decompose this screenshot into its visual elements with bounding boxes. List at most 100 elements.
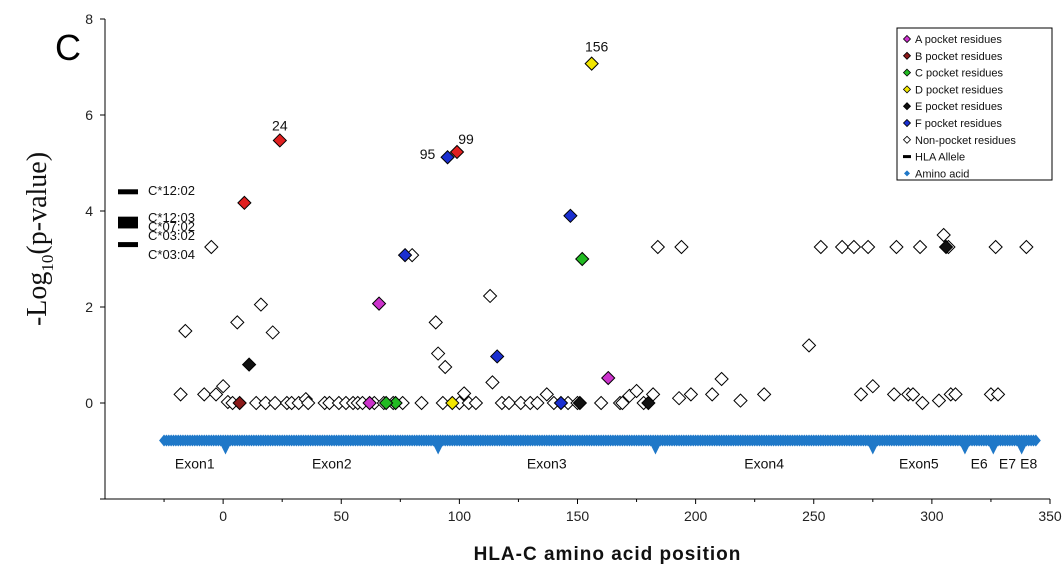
data-point — [414, 395, 429, 411]
data-point — [853, 387, 869, 402]
data-point — [204, 239, 219, 255]
hla-allele-mark — [118, 217, 138, 229]
panel-label: C — [55, 27, 81, 68]
data-point — [437, 359, 453, 375]
data-point — [378, 395, 394, 411]
data-point — [801, 338, 817, 353]
data-point — [948, 387, 963, 402]
data-point — [915, 395, 930, 411]
exon-boundary-marker — [957, 440, 972, 455]
exon-label: E7 — [999, 455, 1016, 471]
x-tick-label: 0 — [219, 508, 227, 524]
data-point — [886, 387, 902, 402]
hla-allele-label: C*03:04 — [148, 247, 195, 262]
data-point — [241, 357, 257, 372]
exon-boundary-marker — [986, 440, 1001, 455]
amino-acid-marker — [1030, 434, 1041, 447]
x-axis-label: HLA-C amino acid position — [474, 544, 742, 565]
legend-marker — [903, 155, 911, 159]
legend-marker — [902, 68, 912, 77]
exon-label: Exon2 — [312, 455, 352, 471]
y-tick-label: 2 — [85, 299, 93, 315]
exon-label: E6 — [971, 455, 988, 471]
data-point — [300, 395, 316, 411]
data-point — [173, 387, 188, 402]
data-point — [482, 288, 498, 304]
data-point — [237, 195, 252, 211]
hla-allele-label: C*12:02 — [148, 183, 195, 198]
data-point — [905, 387, 921, 402]
chart-text: HLA-C amino acid position -Log10(p-value)… — [22, 27, 1038, 565]
data-point — [215, 378, 231, 394]
exon-label: Exon4 — [744, 455, 784, 471]
data-point — [733, 393, 748, 408]
data-point — [931, 393, 947, 408]
data-point — [445, 395, 460, 411]
exon-boundary-marker — [648, 440, 663, 455]
data-point — [272, 133, 288, 148]
data-point — [253, 297, 269, 312]
legend-label: HLA Allele — [915, 152, 965, 164]
legend-marker — [902, 135, 912, 144]
hla-allele-label: C*03:02 — [148, 228, 195, 243]
legend-marker — [904, 170, 910, 177]
exon-boundary-marker — [1014, 440, 1029, 455]
point-annotation: 99 — [458, 131, 474, 147]
legend-label: E pocket residues — [915, 101, 1003, 113]
data-point — [265, 325, 280, 340]
legend-box — [896, 27, 1053, 181]
data-point — [674, 239, 689, 255]
data-point — [938, 239, 954, 255]
data-point — [440, 150, 455, 165]
data-point — [468, 395, 484, 411]
data-point — [714, 371, 729, 387]
x-tick-label: 250 — [802, 508, 826, 524]
legend-label: C pocket residues — [915, 68, 1004, 80]
data-point — [650, 239, 666, 255]
data-point — [513, 395, 529, 411]
data-point — [575, 251, 590, 267]
exon-boundary-marker — [865, 440, 880, 455]
x-tick-label: 100 — [448, 508, 472, 524]
data-point — [936, 227, 951, 243]
x-tick-label: 300 — [920, 508, 944, 524]
data-point — [362, 395, 377, 411]
data-point — [435, 395, 451, 411]
data-point — [322, 395, 337, 411]
y-tick-label: 6 — [85, 107, 93, 123]
amino-acid-bar — [159, 434, 1041, 455]
data-point — [615, 395, 630, 411]
exon-boundary-marker — [431, 440, 446, 455]
data-point — [230, 315, 245, 330]
x-tick-label: 50 — [333, 508, 349, 524]
data-point — [834, 239, 850, 255]
data-point — [258, 395, 273, 411]
point-annotation: 156 — [585, 39, 609, 55]
data-point — [371, 296, 387, 311]
data-point — [629, 383, 644, 399]
point-annotation: 24 — [272, 117, 288, 133]
data-points — [118, 56, 1034, 411]
data-point — [865, 378, 881, 394]
data-point — [593, 395, 609, 411]
data-point — [683, 387, 699, 402]
legend-label: B pocket residues — [915, 51, 1003, 63]
data-point — [178, 323, 193, 339]
data-point — [584, 56, 599, 71]
hla-allele-mark — [118, 242, 138, 248]
data-point — [756, 387, 772, 402]
data-point — [485, 375, 500, 390]
hla-allele-mark — [118, 189, 138, 195]
data-point — [388, 395, 403, 411]
y-tick-label: 8 — [85, 11, 93, 27]
data-point — [248, 395, 264, 411]
legend-marker — [902, 51, 912, 60]
data-point — [704, 387, 720, 402]
exon-label: Exon3 — [527, 455, 567, 471]
data-point — [197, 387, 212, 402]
hla-allele-label: C*07:02 — [148, 219, 195, 234]
legend-marker — [902, 102, 912, 111]
x-tick-label: 200 — [684, 508, 708, 524]
